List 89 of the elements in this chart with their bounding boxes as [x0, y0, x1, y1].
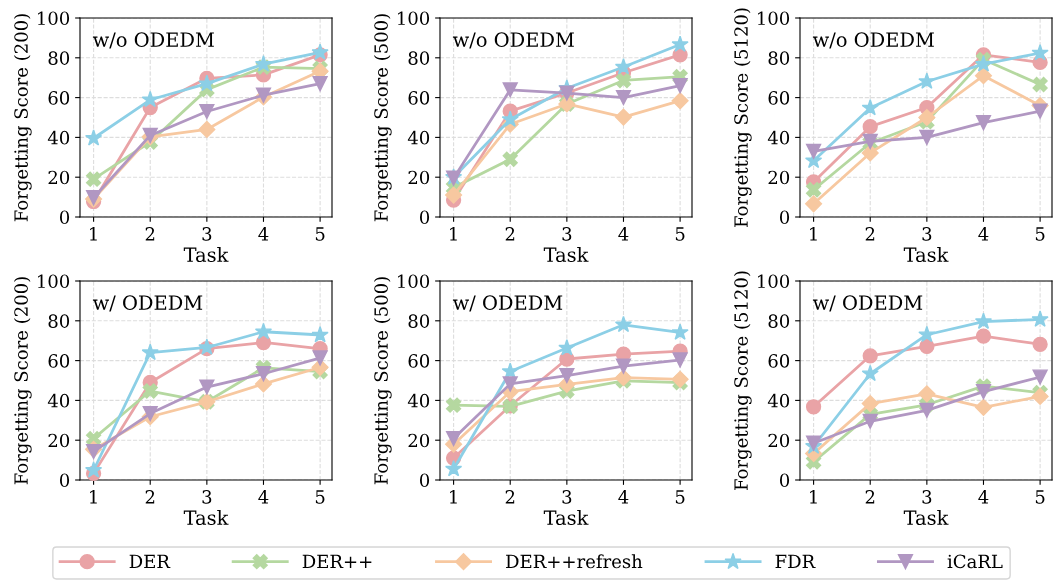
legend-label: iCaRL — [947, 554, 1003, 569]
y-tick-label: 40 — [47, 393, 70, 408]
x-tick-label: 3 — [562, 227, 572, 241]
x-tick-label: 1 — [450, 227, 457, 241]
y-tick-label: 100 — [758, 274, 790, 289]
y-tick-label: 20 — [408, 170, 430, 185]
y-tick-label: 100 — [398, 274, 430, 289]
x-axis-title: Task — [903, 246, 949, 263]
y-axis-title: Forgetting Score (5120) — [733, 8, 752, 227]
y-tick-label: 100 — [38, 274, 70, 289]
x-tick-label: 3 — [922, 490, 932, 504]
x-tick-label: 2 — [145, 490, 155, 504]
y-tick-label: 60 — [408, 91, 430, 105]
text: w/ ODEDM — [812, 295, 923, 312]
x-tick-label: 2 — [145, 227, 155, 241]
x-tick-label: 2 — [865, 490, 875, 504]
x-tick-label: 4 — [618, 490, 629, 504]
y-tick-label: 40 — [767, 393, 790, 408]
x-tick-label: 5 — [675, 227, 685, 241]
y-tick-label: 60 — [48, 91, 70, 105]
y-tick-label: 100 — [38, 11, 70, 26]
x-axis-title: Task — [543, 246, 589, 263]
y-tick-label: 100 — [398, 11, 430, 26]
y-axis-title: Forgetting Score (200) — [13, 277, 32, 485]
x-tick-label: 4 — [978, 490, 989, 504]
x-tick-label: 4 — [258, 490, 269, 504]
x-tick-label: 1 — [90, 227, 97, 241]
text: w/ ODEDM — [92, 295, 203, 312]
y-tick-label: 80 — [408, 51, 430, 65]
x-tick-label: 2 — [505, 227, 515, 241]
y-tick-label: 60 — [768, 91, 790, 105]
x-tick-label: 1 — [90, 490, 97, 504]
y-axis-title: Forgetting Score (200) — [13, 14, 32, 222]
y-tick-label: 60 — [408, 354, 430, 368]
x-tick-label: 5 — [315, 490, 325, 504]
legend-label: DER++refresh — [506, 554, 643, 569]
y-tick-label: 0 — [59, 210, 70, 225]
x-tick-label: 4 — [978, 227, 989, 241]
y-axis-title: Forgetting Score (500) — [373, 14, 392, 222]
y-axis-title: Forgetting Score (500) — [373, 277, 392, 485]
y-tick-label: 60 — [768, 354, 790, 368]
y-tick-label: 20 — [48, 433, 70, 448]
y-tick-label: 80 — [768, 51, 790, 65]
x-axis-title: Task — [183, 509, 229, 526]
y-tick-label: 80 — [768, 314, 790, 328]
x-tick-label: 3 — [562, 490, 572, 504]
y-tick-label: 80 — [408, 314, 430, 328]
text: w/o ODEDM — [452, 32, 574, 49]
x-tick-label: 5 — [315, 227, 325, 241]
x-tick-label: 3 — [202, 227, 212, 241]
y-tick-label: 40 — [767, 130, 790, 145]
x-tick-label: 2 — [505, 490, 515, 504]
legend-label: DER++ — [302, 554, 372, 568]
y-tick-label: 80 — [48, 51, 70, 65]
text: w/o ODEDM — [92, 32, 214, 49]
y-tick-label: 0 — [779, 473, 790, 488]
text: w/ ODEDM — [452, 295, 563, 312]
x-tick-label: 1 — [810, 227, 817, 241]
y-tick-label: 40 — [407, 130, 430, 145]
x-tick-label: 3 — [922, 227, 932, 241]
y-tick-label: 20 — [48, 170, 70, 185]
y-tick-label: 40 — [47, 130, 70, 145]
y-tick-label: 40 — [407, 393, 430, 408]
legend-label: DER — [129, 554, 171, 568]
text: w/o ODEDM — [812, 32, 934, 49]
y-tick-label: 0 — [419, 210, 430, 225]
legend-label: FDR — [775, 554, 816, 568]
x-tick-label: 3 — [202, 490, 212, 504]
y-tick-label: 100 — [758, 11, 790, 26]
x-tick-label: 1 — [450, 490, 457, 504]
y-tick-label: 60 — [48, 354, 70, 368]
y-tick-label: 0 — [779, 210, 790, 225]
x-tick-label: 1 — [810, 490, 817, 504]
x-axis-title: Task — [543, 509, 589, 526]
y-tick-label: 20 — [768, 433, 790, 448]
x-tick-label: 4 — [618, 227, 629, 241]
y-tick-label: 80 — [48, 314, 70, 328]
x-tick-label: 2 — [865, 227, 875, 241]
y-axis-title: Forgetting Score (5120) — [733, 271, 752, 490]
x-tick-label: 4 — [258, 227, 269, 241]
y-tick-label: 0 — [59, 473, 70, 488]
x-tick-label: 5 — [675, 490, 685, 504]
x-tick-label: 5 — [1035, 227, 1045, 241]
y-tick-label: 20 — [768, 170, 790, 185]
y-tick-label: 0 — [419, 473, 430, 488]
y-tick-label: 20 — [408, 433, 430, 448]
x-axis-title: Task — [903, 509, 949, 526]
x-tick-label: 5 — [1035, 490, 1045, 504]
x-axis-title: Task — [183, 246, 229, 263]
